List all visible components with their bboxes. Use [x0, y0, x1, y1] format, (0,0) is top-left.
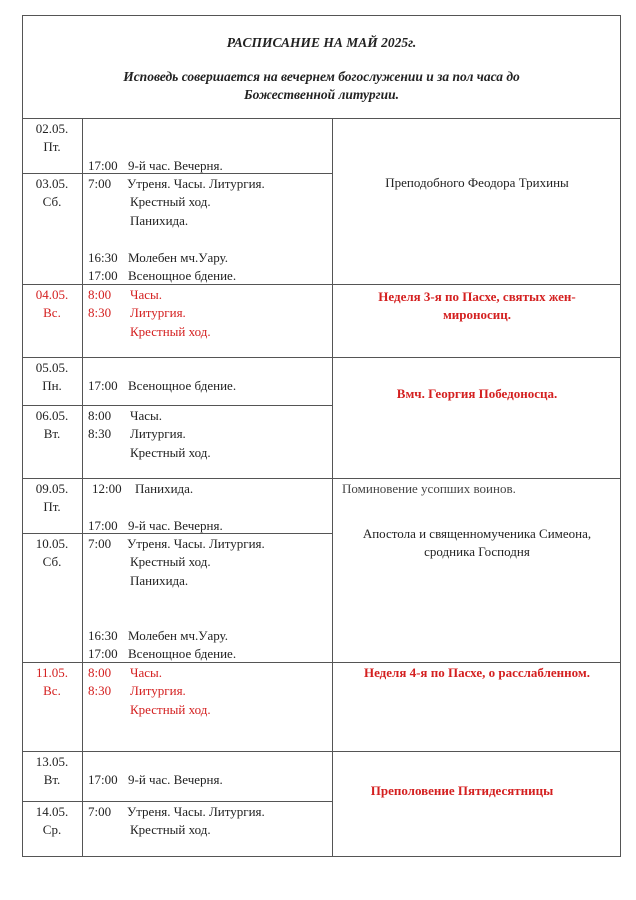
service-time: 17:00	[88, 268, 118, 283]
day-weekday: Пт.	[43, 499, 61, 515]
row-divider	[22, 478, 621, 479]
day-weekday: Вт.	[43, 772, 61, 788]
row-divider	[22, 405, 332, 406]
subtitle-line-2: Божественной литургии.	[244, 87, 399, 102]
service-name: Утреня. Часы. Литургия.	[127, 536, 265, 551]
service-name: Утреня. Часы. Литургия.	[127, 176, 265, 191]
day-weekday: Вт.	[43, 426, 61, 442]
day-date: 11.05.	[35, 665, 69, 680]
service-name: Панихида.	[130, 572, 189, 588]
service-time: 7:00	[88, 804, 112, 819]
feast-line: сродника Господня	[424, 543, 530, 559]
row-divider	[22, 173, 332, 174]
day-weekday: Пн.	[42, 378, 62, 394]
feast-line: мироносиц.	[442, 306, 512, 322]
service-name: Литургия.	[130, 305, 186, 321]
service-time: 8:30	[88, 683, 112, 699]
service-time: 8:00	[88, 408, 112, 423]
column-divider	[332, 118, 333, 857]
service-name: Часы.	[130, 665, 162, 680]
service-name: Крестный ход.	[130, 554, 211, 570]
service-time: 17:00	[88, 157, 118, 173]
service-name: 9-й час. Вечерня.	[128, 517, 223, 533]
service-time: 8:30	[88, 426, 112, 442]
service-name: Крестный ход.	[130, 194, 211, 210]
service-time: 7:00	[88, 176, 112, 191]
schedule-table	[22, 15, 621, 857]
subtitle-line-1: Исповедь совершается на вечернем богослу…	[123, 69, 520, 84]
service-name: Часы.	[130, 287, 162, 302]
day-weekday: Сб.	[42, 554, 62, 570]
service-name: Всенощное бдение.	[128, 646, 237, 662]
day-date: 09.05.	[35, 481, 69, 496]
service-name: 9-й час. Вечерня.	[128, 772, 223, 788]
service-name: Литургия.	[130, 426, 186, 442]
feast-note: Поминовение усопших воинов.	[342, 481, 516, 496]
service-name: Молебен мч.Уару.	[128, 628, 229, 643]
service-name: Крестный ход.	[130, 323, 211, 339]
service-name: Крестный ход.	[130, 822, 211, 838]
day-weekday: Вс.	[43, 683, 61, 699]
service-time: 17:00	[88, 378, 118, 394]
feast-line: Апостола и священномученика Симеона,	[362, 526, 592, 541]
row-divider	[22, 801, 332, 802]
row-divider	[22, 533, 332, 534]
row-divider	[22, 118, 621, 119]
feast-line: Вмч. Георгия Победоносца.	[396, 386, 558, 401]
day-date: 03.05.	[35, 176, 69, 191]
service-time: 17:00	[88, 772, 118, 788]
feast-line: Преподобного Феодора Трихины	[385, 175, 569, 190]
service-name: Панихида.	[130, 212, 189, 228]
day-date: 14.05.	[35, 804, 69, 819]
service-time: 8:30	[88, 305, 112, 321]
service-name: Крестный ход.	[130, 701, 211, 717]
service-time: 8:00	[88, 287, 112, 302]
day-weekday: Ср.	[42, 822, 62, 838]
service-time: 16:30	[88, 628, 118, 643]
service-name: Литургия.	[130, 683, 186, 699]
service-name: Часы.	[130, 408, 162, 423]
feast-line: Преполовение Пятидесятницы	[370, 783, 554, 798]
day-date: 06.05.	[35, 408, 69, 423]
service-name: Панихида.	[135, 481, 194, 496]
service-name: Молебен мч.Уару.	[128, 249, 229, 265]
service-time: 17:00	[88, 517, 118, 533]
row-divider	[22, 751, 621, 752]
row-divider	[22, 357, 621, 358]
service-time: 16:30	[88, 249, 118, 265]
feast-line: Неделя 3-я по Пасхе, святых жен-	[378, 289, 576, 304]
day-date: 02.05.	[35, 121, 69, 136]
service-time: 7:00	[88, 536, 112, 551]
service-time: 8:00	[88, 665, 112, 680]
service-time: 17:00	[88, 646, 118, 662]
row-divider	[22, 284, 621, 285]
service-name: Утреня. Часы. Литургия.	[127, 804, 265, 819]
service-time: 12:00	[92, 481, 122, 496]
feast-line: Неделя 4-я по Пасхе, о расслабленном.	[363, 665, 591, 680]
service-name: 9-й час. Вечерня.	[128, 157, 223, 173]
day-date: 13.05.	[35, 754, 69, 769]
column-divider	[82, 118, 83, 857]
page-title: РАСПИСАНИЕ НА МАЙ 2025г.	[226, 35, 417, 50]
service-name: Крестный ход.	[130, 444, 211, 460]
service-name: Всенощное бдение.	[128, 268, 237, 283]
day-date: 04.05.	[35, 287, 69, 302]
day-weekday: Вс.	[43, 305, 61, 321]
day-weekday: Пт.	[43, 139, 61, 155]
service-name: Всенощное бдение.	[128, 378, 237, 394]
day-date: 05.05.	[35, 360, 69, 375]
row-divider	[22, 662, 621, 663]
day-date: 10.05.	[35, 536, 69, 551]
day-weekday: Сб.	[42, 194, 62, 210]
